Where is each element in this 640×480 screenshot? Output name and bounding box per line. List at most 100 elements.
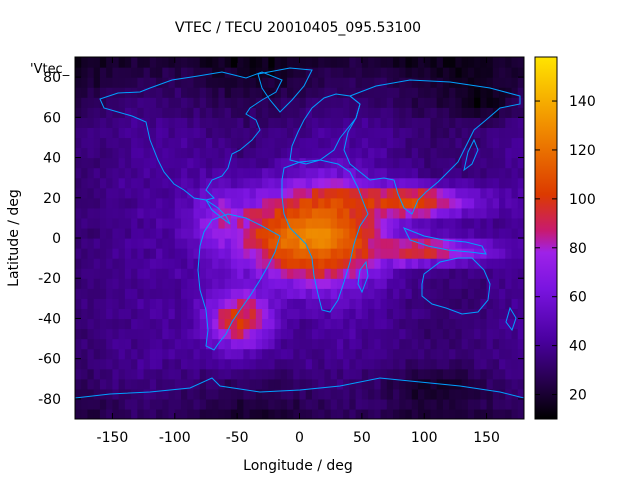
heatmap-cell [442,238,450,249]
heatmap-cell [249,258,257,269]
heatmap-cell [368,348,375,360]
heatmap-cell [511,388,519,400]
y-tick-label: 80 [43,70,61,86]
heatmap-cell [436,217,444,229]
heatmap-cell [499,268,506,279]
heatmap-cell [517,328,524,340]
heatmap-cell [380,338,388,350]
heatmap-cell [193,338,201,350]
heatmap-cell [343,288,350,299]
heatmap-cell [480,348,488,360]
heatmap-cell [249,378,257,390]
heatmap-cell [511,258,519,269]
heatmap-cell [417,207,425,219]
heatmap-cell [492,127,500,139]
heatmap-cell [405,157,413,169]
heatmap-cell [343,177,350,189]
heatmap-cell [461,378,469,390]
heatmap-cell [349,298,357,309]
heatmap-cell [424,258,432,269]
heatmap-cell [81,268,89,279]
heatmap-cell [467,338,475,350]
heatmap-cell [255,227,263,239]
heatmap-cell [511,57,519,68]
heatmap-cell [205,147,213,159]
heatmap-cell [330,328,338,340]
heatmap-cell [212,97,220,108]
heatmap-cell [237,398,244,410]
heatmap-cell [399,288,407,299]
heatmap-cell [336,318,344,330]
heatmap-cell [118,378,126,390]
heatmap-cell [380,57,388,68]
heatmap-cell [212,157,220,169]
heatmap-cell [87,147,95,159]
heatmap-cell [374,207,382,219]
heatmap-cell [411,238,419,249]
heatmap-cell [118,57,126,68]
heatmap-cell [174,408,182,419]
heatmap-cell [137,408,145,419]
heatmap-cell [230,97,238,108]
heatmap-cell [118,97,126,108]
heatmap-cell [405,278,413,289]
heatmap-cell [280,77,288,88]
heatmap-cell [492,278,500,289]
heatmap-cell [262,147,269,159]
heatmap-cell [349,358,357,370]
heatmap-cell [374,197,382,209]
heatmap-cell [492,107,500,118]
heatmap-cell [112,308,120,320]
heatmap-cell [417,408,425,419]
heatmap-cell [237,238,244,249]
heatmap-cell [417,107,425,118]
heatmap-cell [511,328,519,340]
heatmap-cell [461,187,469,199]
heatmap-cell [280,368,288,380]
heatmap-cell [499,378,506,390]
heatmap-cell [243,157,251,169]
heatmap-cell [99,338,107,350]
heatmap-cell [442,207,450,219]
heatmap-cell [430,147,438,159]
heatmap-cell [318,217,326,229]
heatmap-cell [124,248,132,259]
heatmap-cell [393,227,400,239]
heatmap-cell [124,288,132,299]
heatmap-cell [75,388,82,400]
heatmap-cell [280,107,288,118]
heatmap-cell [411,338,419,350]
heatmap-cell [106,358,114,370]
heatmap-cell [430,368,438,380]
heatmap-cell [336,97,344,108]
heatmap-cell [87,268,95,279]
heatmap-cell [149,167,157,179]
heatmap-cell [237,388,244,400]
heatmap-cell [124,97,132,108]
heatmap-cell [380,328,388,340]
heatmap-cell [486,258,494,269]
heatmap-cell [336,258,344,269]
heatmap-cell [274,348,282,360]
heatmap-cell [517,398,524,410]
heatmap-cell [149,147,157,159]
heatmap-cell [143,358,151,370]
heatmap-cell [193,207,201,219]
heatmap-cell [174,197,182,209]
heatmap-cell [436,207,444,219]
heatmap-cell [243,248,251,259]
heatmap-cell [330,107,338,118]
heatmap-cell [449,348,457,360]
heatmap-cell [355,278,363,289]
heatmap-cell [249,137,257,149]
heatmap-cell [467,278,475,289]
heatmap-cell [436,258,444,269]
heatmap-cell [137,77,145,88]
heatmap-cell [87,87,95,98]
heatmap-cell [442,378,450,390]
heatmap-cell [249,368,257,380]
heatmap-cell [511,248,519,259]
heatmap-cell [436,308,444,320]
heatmap-cell [467,67,475,78]
heatmap-cell [492,408,500,419]
